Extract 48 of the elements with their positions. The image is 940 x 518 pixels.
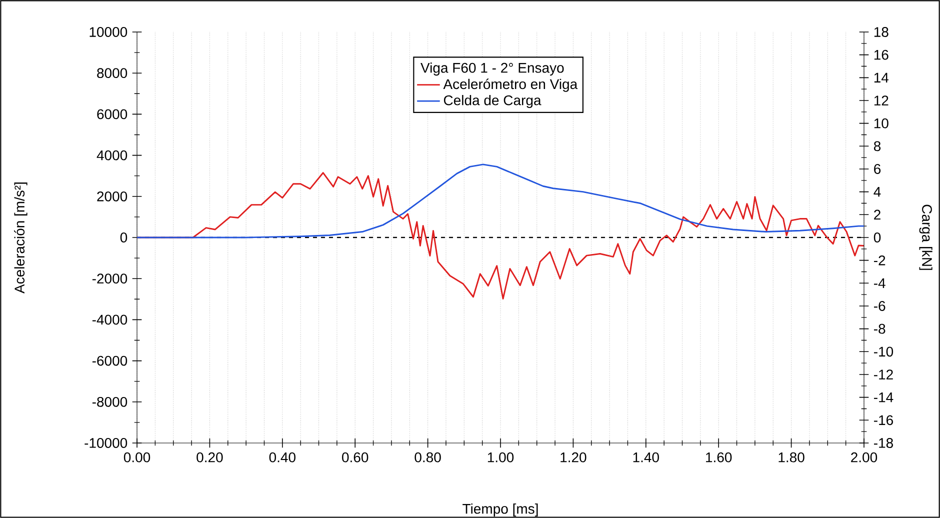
y2-tick-label: -8 [874,324,886,334]
y-tick-label: 10000 [90,27,128,37]
line-series [137,164,864,238]
x-tick-label: 0.20 [196,452,223,462]
y-tick-label: -2000 [92,274,128,284]
x-axis-title: Tiempo [ms] [462,504,538,517]
y2-tick-label: -18 [874,438,893,448]
x-tick-label: 1.20 [560,452,586,462]
y-tick-label: -4000 [92,314,128,325]
x-tick-label: 2.00 [851,452,878,462]
y2-tick-label: 2 [874,210,880,220]
y2-tick-label: 0 [874,232,881,242]
y2-tick-label: -16 [874,415,893,426]
y2-tick-label: -14 [874,392,894,402]
x-tick-label: 0.80 [414,452,441,462]
x-tick-label: 1.00 [488,452,514,462]
y-tick-label: 6000 [97,109,128,120]
x-tick-label: 1.80 [778,452,804,462]
y2-tick-label: 6 [874,164,881,174]
y2-tick-label: -4 [874,278,886,288]
y-tick-label: -10000 [84,438,128,448]
y2-tick-label: 12 [874,96,888,106]
y2-tick-label: 4 [874,187,881,197]
y-tick-label: 2000 [97,191,128,202]
x-tick-label: 1.60 [706,452,732,462]
y2-tick-label: 16 [874,50,888,60]
x-tick-label: 0.40 [269,452,296,462]
x-tick-label: 0.60 [342,452,368,462]
x-tick-label: 0.00 [124,452,150,462]
y-tick-label: 8000 [97,68,128,78]
legend-label: Acelerómetro en Viga [443,78,578,92]
x-tick-label: 1.40 [633,452,659,462]
y2-tick-label: -6 [874,301,886,311]
y2-tick-label: -2 [874,255,886,266]
y2-tick-label: -10 [874,346,894,357]
y-tick-label: 4000 [96,150,128,160]
y-tick-label: 0 [120,232,128,242]
legend-title: Viga F60 1 - 2° Ensayo [420,62,564,76]
y-axis-title: Aceleración [m/s²] [14,182,28,294]
legend-label: Celda de Carga [444,94,542,108]
y-tick-label: -8000 [92,396,128,407]
y-tick-label: -6000 [92,356,128,366]
y2-axis-title: Carga [kN] [919,204,932,270]
y2-tick-label: -12 [874,370,893,380]
y2-tick-label: 8 [874,141,881,152]
y2-tick-label: 10 [874,118,888,128]
y2-tick-label: 18 [874,27,888,37]
y2-tick-label: 14 [874,72,889,82]
